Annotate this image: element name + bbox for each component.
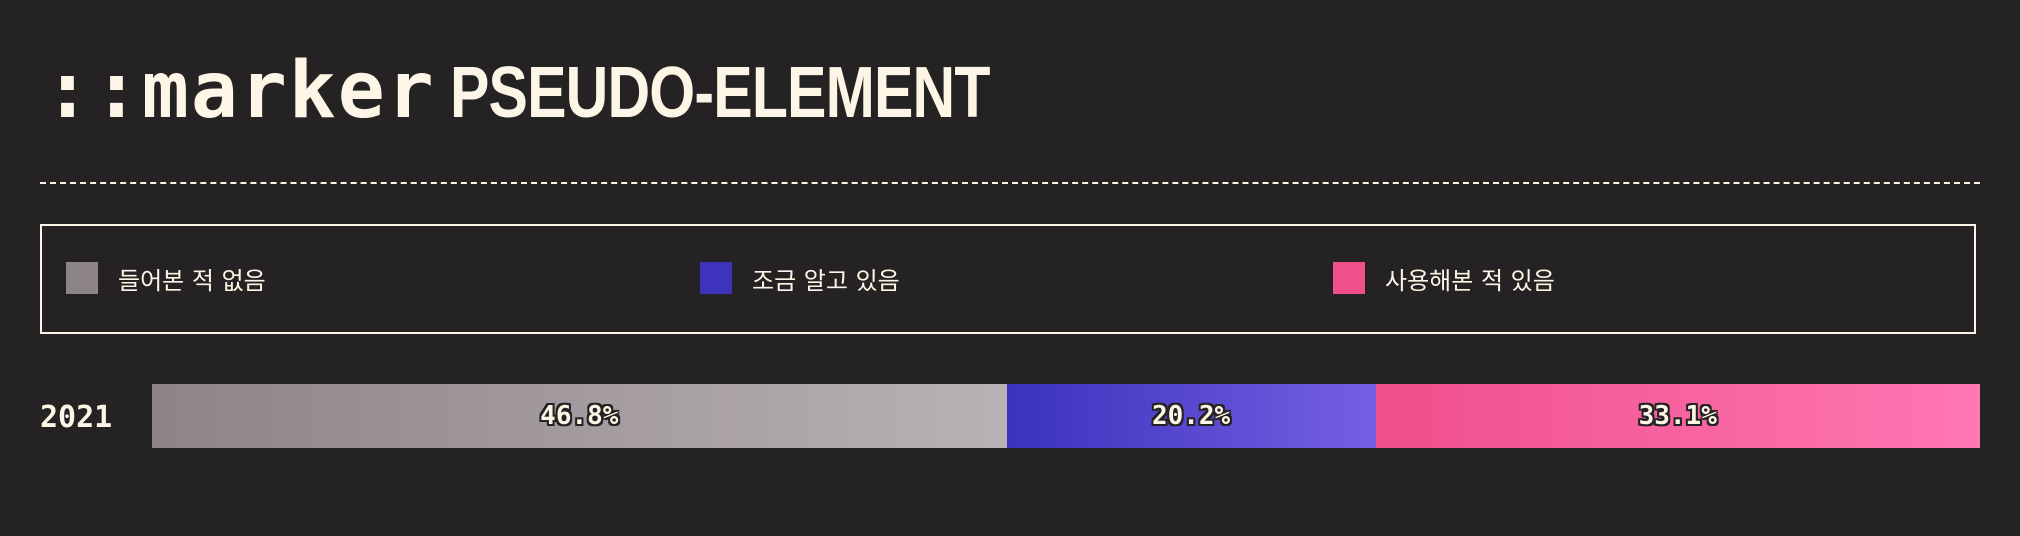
legend-swatch	[66, 262, 98, 294]
legend-swatch	[700, 262, 732, 294]
bar-segment-never-heard: 46.8%	[152, 384, 1007, 448]
legend-item-never-heard: 들어본 적 없음	[66, 262, 266, 295]
title-text-part: PSEUDO-ELEMENT	[449, 53, 990, 133]
bar-value-label: 46.8%	[540, 401, 619, 431]
dashed-divider	[40, 182, 1980, 184]
legend-item-know-a-little: 조금 알고 있음	[700, 262, 900, 295]
legend-label: 사용해본 적 있음	[1385, 266, 1555, 295]
legend-label: 들어본 적 없음	[118, 266, 266, 295]
legend: 들어본 적 없음 조금 알고 있음 사용해본 적 있음	[40, 224, 1976, 334]
bar-segment-have-used: 33.1%	[1375, 384, 1980, 448]
legend-label: 조금 알고 있음	[752, 266, 900, 295]
bar-value-label: 20.2%	[1151, 401, 1231, 431]
legend-swatch	[1333, 262, 1365, 294]
category-label: 2021	[40, 400, 113, 435]
title-code-part: ::marker	[44, 46, 436, 136]
bar-value-label: 33.1%	[1638, 401, 1717, 431]
chart-title: ::marker PSEUDO-ELEMENT	[44, 46, 1108, 136]
legend-item-have-used: 사용해본 적 있음	[1333, 262, 1555, 295]
bar-segment-know-a-little: 20.2%	[1006, 384, 1376, 448]
stacked-bar: 46.8% 20.2% 33.1%	[152, 384, 1980, 448]
